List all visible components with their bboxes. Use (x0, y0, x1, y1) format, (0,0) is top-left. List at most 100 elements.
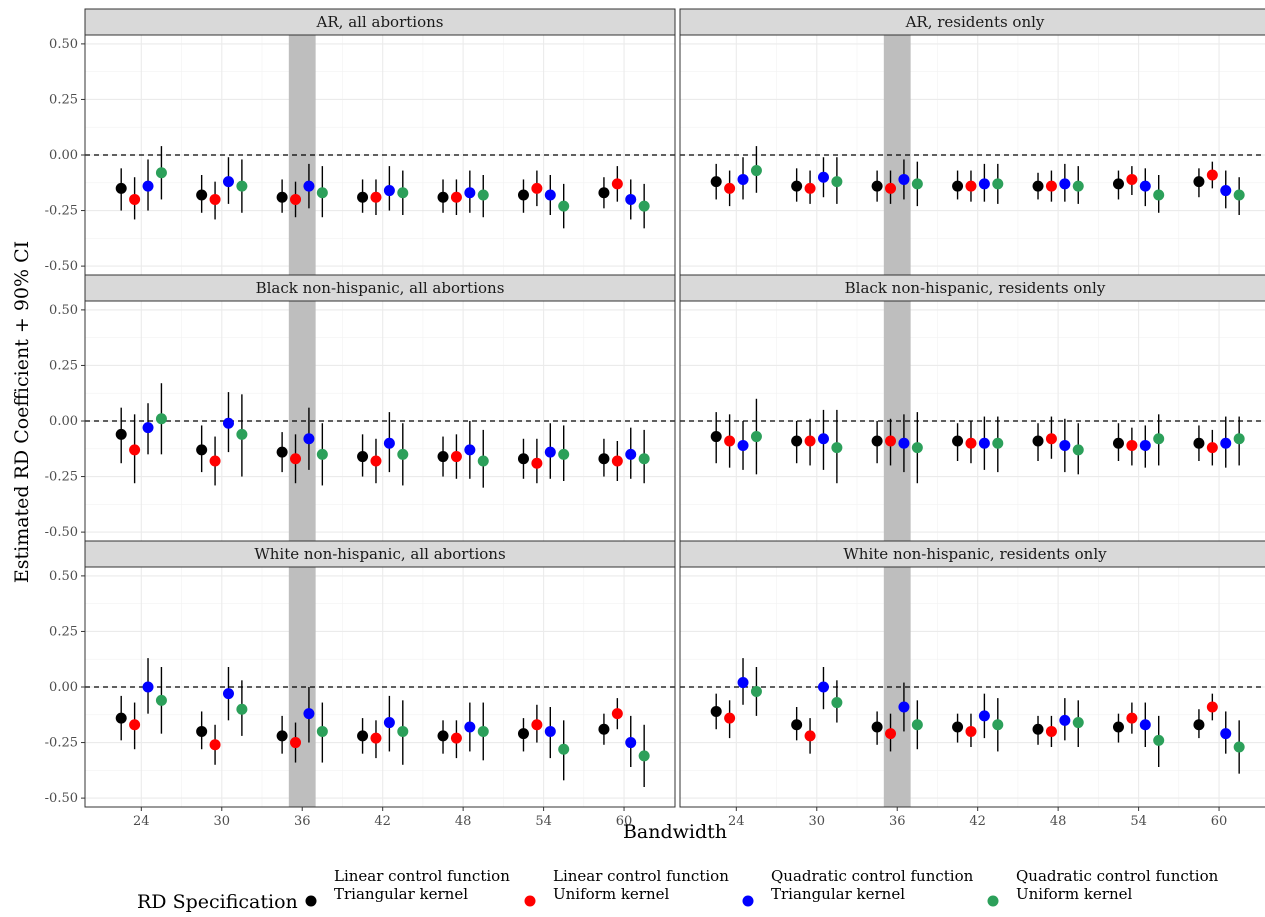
x-tick-label: 24 (728, 814, 745, 829)
estimate-point (611, 178, 623, 190)
estimate-point (316, 725, 328, 737)
estimate-point (1072, 717, 1084, 729)
estimate-point (544, 446, 556, 458)
estimate-point (1112, 721, 1124, 733)
estimate-point (477, 725, 489, 737)
estimate-point (750, 165, 762, 177)
estimate-point (236, 703, 248, 715)
x-tick-label: 30 (213, 814, 230, 829)
estimate-point (885, 182, 897, 194)
estimate-point (464, 721, 476, 733)
estimate-point (1112, 178, 1124, 190)
estimate-point (1126, 439, 1138, 451)
facet-strip (84, 274, 676, 302)
estimate-point (1032, 723, 1044, 735)
estimate-point (517, 728, 529, 740)
estimate-point (737, 439, 749, 451)
y-tick-label: 0.25 (49, 358, 78, 373)
estimate-point (236, 428, 248, 440)
estimate-point (1193, 176, 1205, 188)
estimate-point (1072, 444, 1084, 456)
estimate-point (383, 717, 395, 729)
x-tick-label: 48 (1050, 814, 1067, 829)
estimate-point (209, 739, 221, 751)
estimate-point (965, 437, 977, 449)
x-tick-label: 36 (889, 814, 906, 829)
estimate-point (817, 681, 829, 693)
legend-title: RD Specification (137, 891, 298, 913)
estimate-point (1059, 178, 1071, 190)
estimate-point (196, 189, 208, 201)
estimate-point (952, 435, 964, 447)
x-tick-label: 42 (969, 814, 986, 829)
estimate-point (303, 433, 315, 445)
x-tick-label: 54 (1130, 814, 1147, 829)
facet-strip (679, 8, 1265, 36)
estimate-point (898, 173, 910, 185)
estimate-point (710, 431, 722, 443)
estimate-point (791, 435, 803, 447)
estimate-point (196, 725, 208, 737)
estimate-point (129, 193, 141, 205)
estimate-point (992, 437, 1004, 449)
estimate-point (1059, 439, 1071, 451)
estimate-point (992, 719, 1004, 731)
estimate-point (598, 187, 610, 199)
estimate-point (1220, 185, 1232, 197)
estimate-point (209, 455, 221, 467)
estimate-point (477, 455, 489, 467)
y-tick-label: -0.50 (45, 791, 78, 806)
estimate-point (142, 180, 154, 192)
estimate-point (531, 719, 543, 731)
facet-title: White non-hispanic, residents only (843, 545, 1107, 563)
x-tick-label: 30 (808, 814, 825, 829)
legend-label: Linear control function (553, 867, 729, 885)
facet-panel: White non-hispanic, residents only 24 30 36… (679, 540, 1265, 829)
estimate-point (397, 448, 409, 460)
estimate-point (1032, 180, 1044, 192)
facet-strip (679, 540, 1265, 568)
estimate-point (965, 180, 977, 192)
estimate-point (625, 193, 637, 205)
estimate-point (1032, 435, 1044, 447)
estimate-point (885, 435, 897, 447)
estimate-point (871, 180, 883, 192)
estimate-point (155, 694, 167, 706)
legend-key (987, 895, 999, 907)
estimate-point (558, 200, 570, 212)
x-tick-label: 60 (1211, 814, 1228, 829)
estimate-point (885, 728, 897, 740)
estimate-point (155, 413, 167, 425)
facet-title: White non-hispanic, all abortions (254, 545, 505, 563)
facet-title: Black non-hispanic, residents only (845, 279, 1106, 297)
panel-border (679, 566, 1265, 808)
estimate-point (357, 730, 369, 742)
estimate-point (750, 685, 762, 697)
y-tick-label: 0.00 (49, 680, 78, 695)
estimate-point (817, 433, 829, 445)
legend-key (742, 895, 754, 907)
x-axis-title: Bandwidth (623, 821, 727, 843)
estimate-point (437, 191, 449, 203)
estimate-point (1193, 719, 1205, 731)
legend-key (524, 895, 536, 907)
estimate-point (817, 171, 829, 183)
estimate-point (750, 431, 762, 443)
facet-panel: White non-hispanic, all abortions -0.50 -0… (45, 540, 676, 829)
estimate-point (357, 451, 369, 463)
estimate-point (611, 455, 623, 467)
estimate-point (531, 457, 543, 469)
x-tick-label: 36 (294, 814, 311, 829)
estimate-point (290, 193, 302, 205)
estimate-point (1220, 728, 1232, 740)
estimate-point (115, 428, 127, 440)
estimate-point (1139, 439, 1151, 451)
legend-label: Triangular kernel (771, 885, 905, 903)
estimate-point (724, 182, 736, 194)
estimate-point (831, 442, 843, 454)
estimate-point (1233, 189, 1245, 201)
estimate-point (898, 701, 910, 713)
estimate-point (1220, 437, 1232, 449)
estimate-point (978, 710, 990, 722)
y-tick-label: -0.25 (45, 204, 78, 219)
